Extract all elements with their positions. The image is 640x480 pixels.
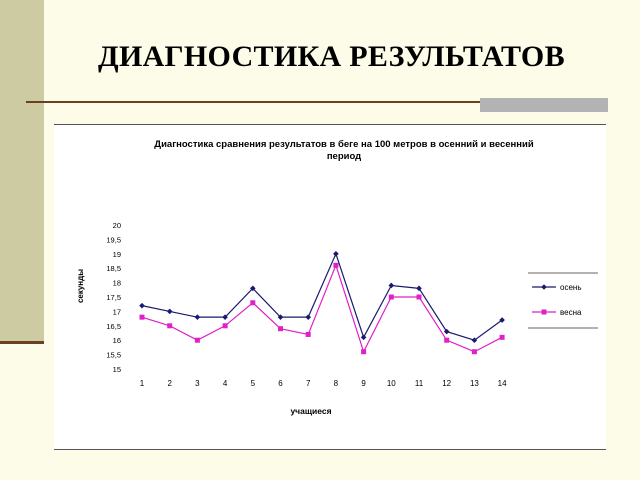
y-tick-label: 17 [113,307,121,316]
data-point [360,334,367,341]
data-point [250,300,256,306]
data-point [277,314,284,320]
side-accent-line [0,341,44,344]
x-tick-label: 12 [442,379,451,388]
x-tick-label: 10 [387,379,396,388]
x-tick-label: 7 [306,379,311,388]
y-tick-label: 18,5 [106,264,121,273]
x-tick-label: 14 [498,379,507,388]
data-point [443,328,450,335]
chart-title-line-1: Диагностика сравнения результатов в беге… [154,139,534,150]
data-point [388,294,394,300]
x-tick-label: 3 [195,379,200,388]
data-point [361,349,367,355]
y-tick-label: 16,5 [106,322,121,331]
x-tick-label: 11 [415,379,424,388]
x-tick-label: 8 [334,379,339,388]
title-rule-accent [480,98,608,112]
x-tick-label: 5 [251,379,256,388]
legend-marker [541,309,547,315]
data-point [194,337,200,343]
y-tick-label: 20 [113,221,121,230]
legend-marker [541,284,547,290]
data-point [139,302,145,309]
y-axis-label: секунды [76,269,85,303]
side-accent-bar [0,0,44,343]
y-tick-label: 19,5 [106,235,121,244]
data-point [222,314,228,320]
x-axis-label: учащиеся [290,406,331,416]
data-point [499,317,505,323]
data-point [222,323,228,329]
legend-label: весна [560,308,582,317]
data-point [333,262,339,268]
data-point [167,323,173,329]
y-tick-label: 19 [113,250,121,259]
data-point [471,337,478,343]
y-tick-label: 18 [113,279,121,288]
data-point [499,334,505,340]
x-tick-label: 9 [361,379,366,388]
data-point [416,285,422,292]
x-tick-label: 13 [470,379,479,388]
data-point [139,314,145,320]
series-line-весна [141,263,503,354]
x-tick-label: 4 [223,379,228,388]
slide-title: ДИАГНОСТИКА РЕЗУЛЬТАТОВ [98,40,565,73]
data-point [278,326,283,332]
x-tick-label: 6 [278,379,283,388]
y-tick-label: 17,5 [106,293,121,302]
data-point [194,314,201,320]
data-point [333,251,339,257]
data-point [471,349,477,355]
chart-area [54,125,606,449]
chart-title-line-2: период [327,151,361,162]
data-point [444,337,450,343]
y-tick-label: 16 [113,336,121,345]
chart-frame-bottom [54,449,606,450]
y-tick-label: 15 [113,365,121,374]
y-tick-label: 15,5 [106,351,121,360]
title-rule [26,101,608,103]
data-point [305,314,311,320]
chart-frame-top [54,124,606,125]
data-point [250,285,256,292]
x-tick-label: 1 [140,379,145,388]
x-tick-label: 2 [167,379,172,388]
data-point [166,308,173,315]
series-line-осень [141,252,503,341]
data-point [416,294,422,300]
data-point [388,282,395,289]
data-point [305,331,311,337]
legend-label: осень [560,283,581,292]
